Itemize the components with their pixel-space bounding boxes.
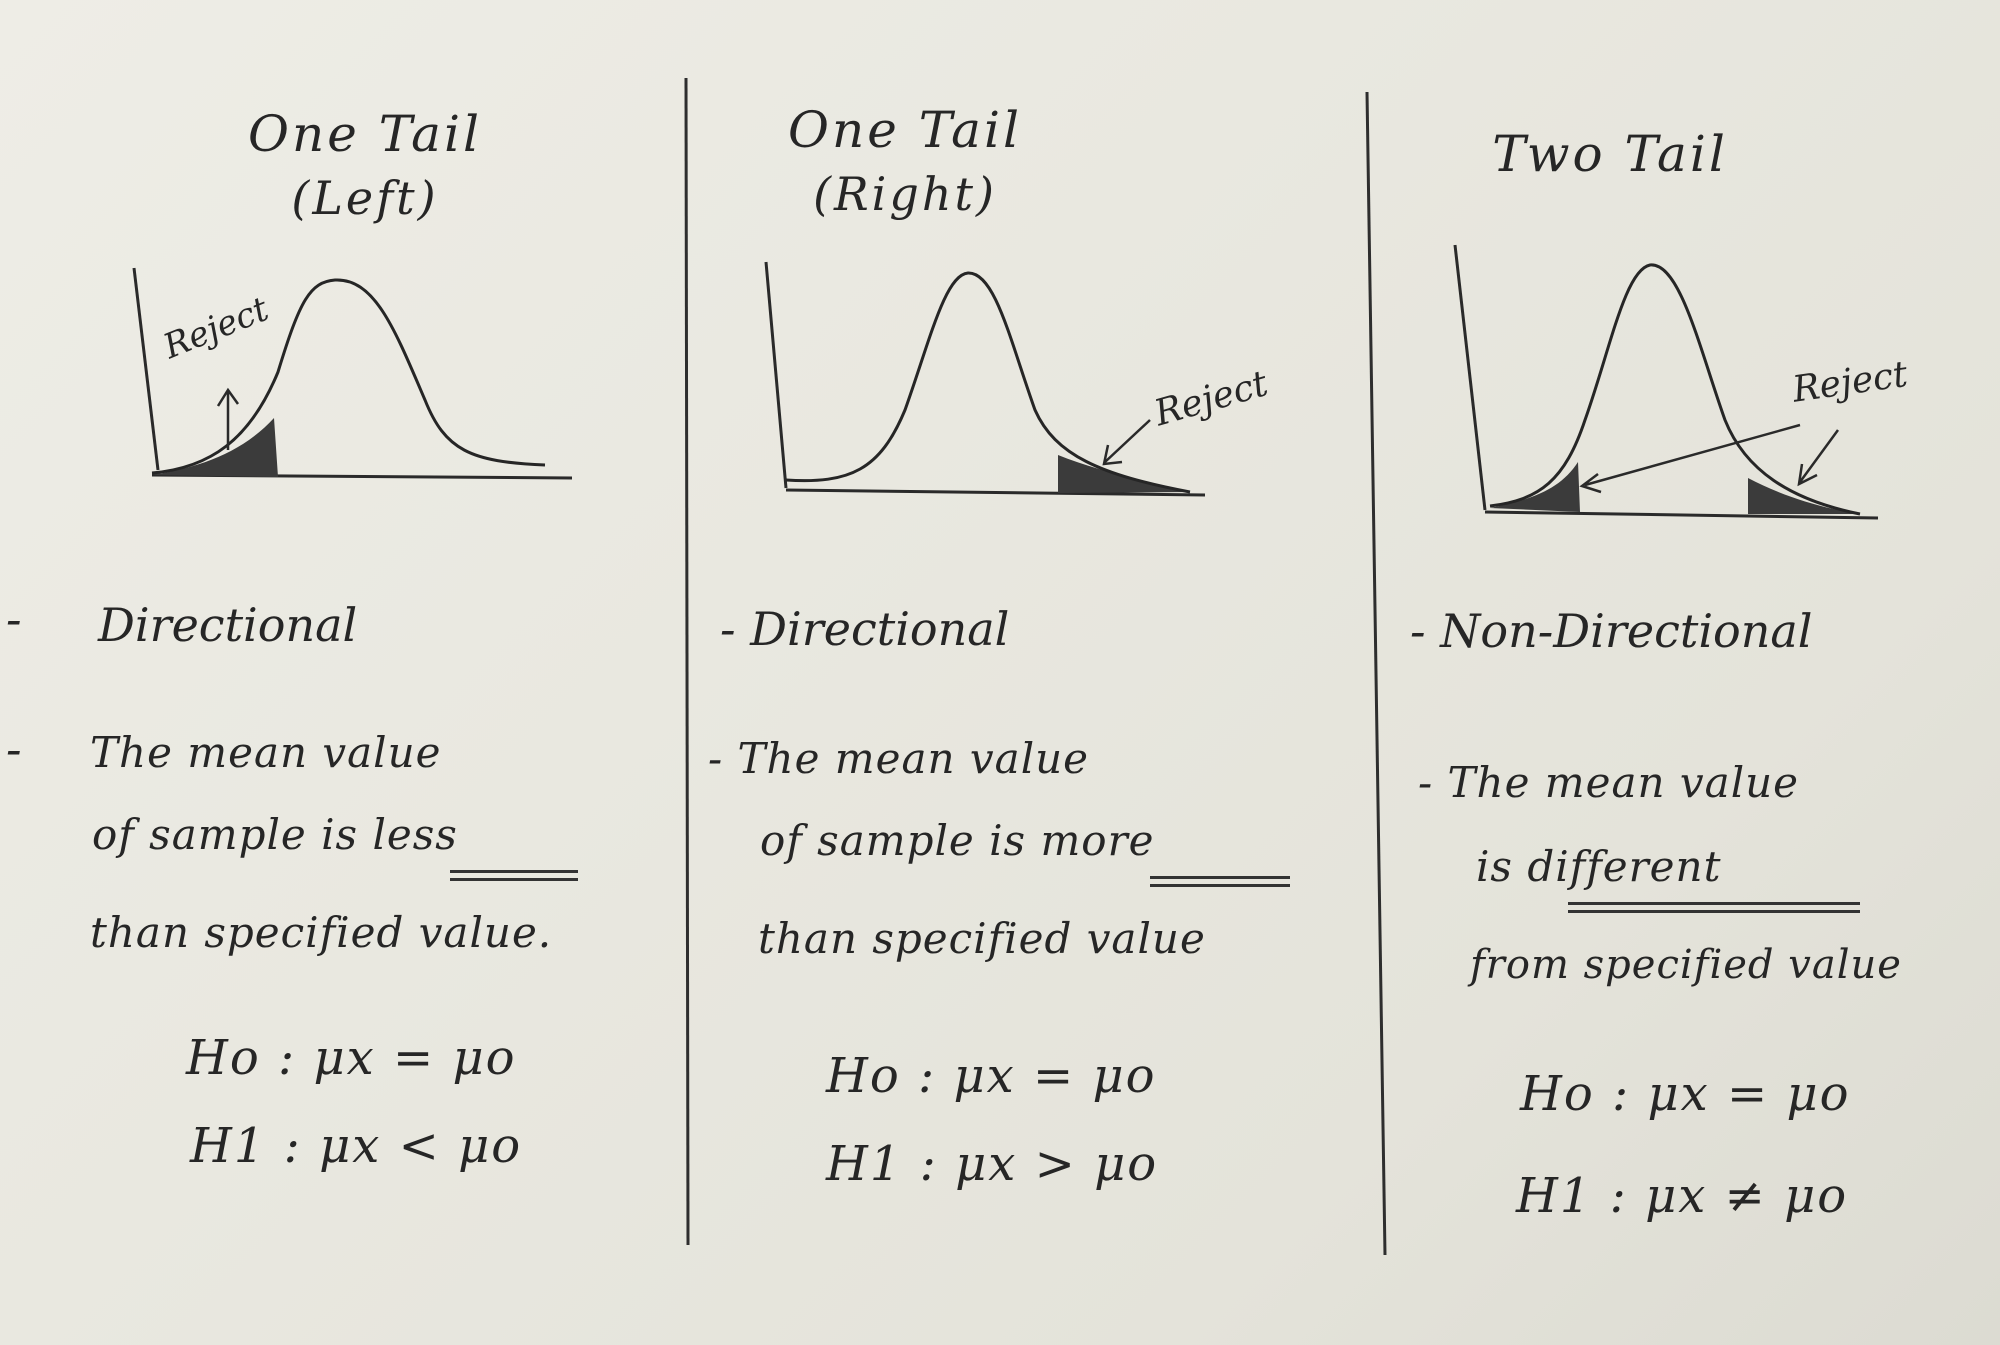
shaded-reject-region-left (152, 418, 278, 477)
margin-dash-2: - (6, 722, 22, 776)
col2-emphasis-underline-1 (1150, 876, 1290, 879)
reject-arrow (1102, 419, 1151, 466)
shaded-reject-region-right (1058, 455, 1190, 493)
col1-desc-line2-pre: of sample is (92, 810, 373, 859)
col2-type: - Directional (720, 602, 1010, 656)
col1-emphasis-underline-2 (450, 878, 578, 881)
margin-dash-1: - (6, 592, 22, 646)
col1-title-line2: (Left) (291, 171, 439, 225)
col3-emphasis-underline-2 (1568, 910, 1860, 913)
col3-h0: Ho : μx = μo (1520, 1066, 1851, 1122)
normal-curve (151, 278, 546, 475)
col1-desc-emphasis: less (372, 810, 458, 859)
col3-h1: H1 : μx ≠ μo (1516, 1168, 1849, 1224)
col3-type: - Non-Directional (1410, 604, 1813, 658)
col1-h0: Ho : μx = μo (186, 1030, 517, 1086)
shaded-reject-region-left (1490, 462, 1580, 512)
normal-curve (785, 271, 1191, 494)
x-axis (785, 488, 1206, 497)
x-axis (1484, 510, 1879, 520)
y-axis (1453, 244, 1487, 511)
col2-h0: Ho : μx = μo (826, 1048, 1157, 1104)
col2-desc-line3: than specified value (758, 914, 1206, 963)
col3-desc-line2-pre: is (1476, 842, 1528, 891)
col3-desc-line2: is different (1476, 826, 1721, 908)
col2-h1: H1 : μx > μo (826, 1136, 1159, 1192)
reject-arrow (216, 387, 240, 450)
column-divider-1 (684, 77, 690, 1246)
reject-arrow-left (1579, 423, 1801, 494)
col3-desc-line3: from specified value (1470, 942, 1902, 988)
col1-title-line1: One Tail (248, 105, 482, 163)
normal-curve (1489, 263, 1861, 516)
col1-title: One Tail (Left) (230, 102, 500, 230)
col2-emphasis-underline-2 (1150, 884, 1290, 887)
y-axis (764, 261, 788, 489)
col2-title: One Tail (Right) (760, 98, 1050, 226)
col1-h1: H1 : μx < μo (190, 1118, 523, 1174)
col3-desc-emphasis: different (1527, 842, 1722, 891)
col2-title-line1: One Tail (788, 101, 1022, 159)
col3-emphasis-underline-1 (1568, 902, 1860, 905)
col2-desc-line2: of sample is more (760, 800, 1155, 882)
col2-desc-line1: - The mean value (708, 734, 1090, 783)
column-divider-2 (1365, 91, 1387, 1256)
two-tail-diagram (1453, 244, 1879, 520)
col2-desc-emphasis: more (1040, 816, 1155, 865)
reject-arrow-right (1797, 429, 1840, 487)
col2-title-line2: (Right) (813, 167, 997, 221)
col1-desc-line1: The mean value (90, 728, 442, 777)
left-tail-diagram (132, 267, 573, 480)
col3-title-line1: Two Tail (1492, 125, 1728, 183)
col1-desc-line3: than specified value. (90, 908, 553, 957)
col1-desc-line2: of sample is less (92, 794, 458, 876)
shaded-reject-region-right (1748, 478, 1860, 514)
col2-desc-line2-pre: of sample is (760, 816, 1041, 865)
col1-emphasis-underline-1 (450, 870, 578, 873)
col3-desc-line1: - The mean value (1418, 758, 1800, 807)
col3-title: Two Tail (1460, 122, 1760, 186)
right-tail-diagram (764, 261, 1206, 497)
col1-type: Directional (98, 598, 358, 652)
y-axis (132, 267, 160, 471)
